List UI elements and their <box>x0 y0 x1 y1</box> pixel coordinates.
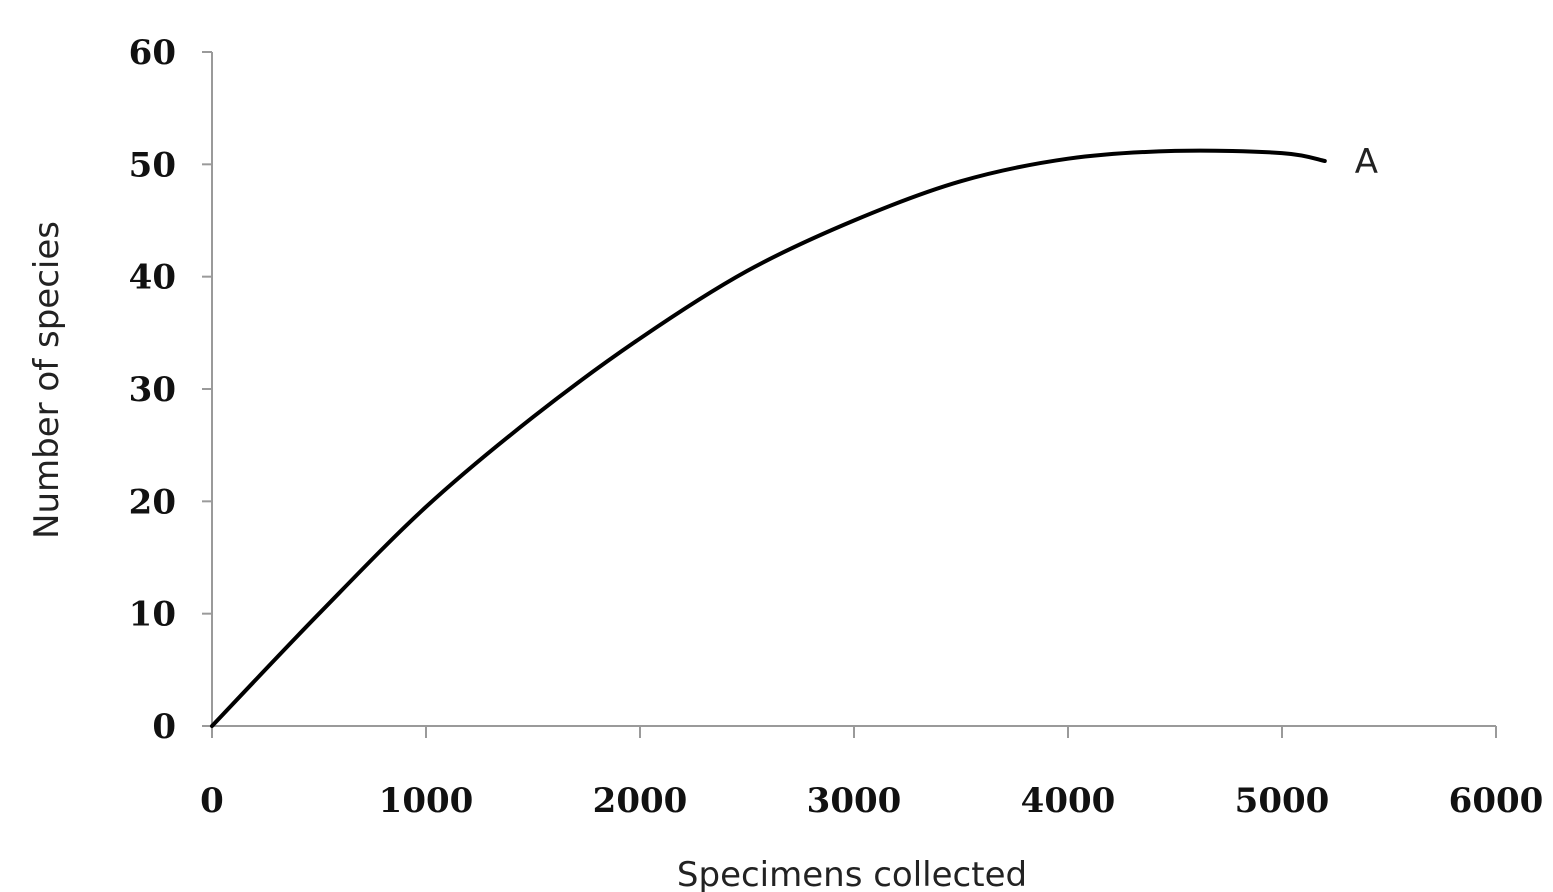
y-tick-label: 0 <box>152 707 176 747</box>
y-tick-label: 50 <box>129 145 176 185</box>
annotations: A <box>1355 142 1378 182</box>
y-tick-label: 10 <box>129 595 176 635</box>
x-tick-label: 6000 <box>1449 781 1544 821</box>
x-axis-title: Specimens collected <box>677 855 1027 892</box>
x-tick-label: 4000 <box>1021 781 1116 821</box>
y-tick-label: 60 <box>129 33 176 73</box>
y-tick-label: 20 <box>129 482 176 522</box>
y-axis-title: Number of species <box>27 221 67 539</box>
axes <box>211 52 1496 727</box>
tick-marks <box>202 51 1497 738</box>
tick-labels: 0 10 20 30 40 50 60 0 1000 2000 3000 4000 5000 6000 <box>129 33 1544 821</box>
x-tick-label: 3000 <box>807 781 902 821</box>
curve-label-annotation: A <box>1355 142 1378 182</box>
x-tick-label: 1000 <box>379 781 474 821</box>
series-line <box>210 148 1327 728</box>
x-tick-label: 0 <box>200 781 224 821</box>
x-tick-label: 5000 <box>1235 781 1330 821</box>
y-tick-label: 30 <box>129 370 176 410</box>
y-tick-label: 40 <box>129 258 176 298</box>
x-tick-label: 2000 <box>593 781 688 821</box>
series-group <box>210 148 1327 728</box>
